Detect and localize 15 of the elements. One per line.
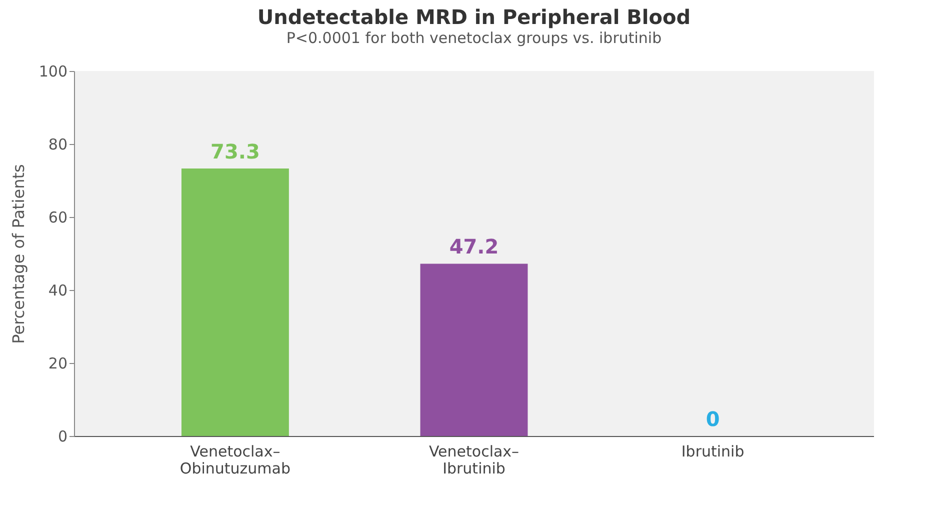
x-tick-label: Ibrutinib <box>681 442 744 460</box>
x-tick-label: Venetoclax–Ibrutinib <box>428 442 520 478</box>
data-label: 47.2 <box>449 234 499 259</box>
y-axis-title: Percentage of Patients <box>8 164 28 344</box>
y-tick-label: 60 <box>48 208 68 226</box>
chart-title: Undetectable MRD in Peripheral Blood <box>257 5 691 29</box>
data-label: 73.3 <box>210 139 260 164</box>
x-tick-label: Venetoclax–Obinutuzumab <box>180 442 290 478</box>
y-tick-label: 80 <box>48 136 68 154</box>
y-tick-label: 100 <box>38 62 68 80</box>
y-tick-label: 40 <box>48 282 68 300</box>
y-tick-label: 20 <box>48 354 68 372</box>
y-tick-label: 0 <box>58 428 68 446</box>
data-label: 0 <box>706 407 720 431</box>
chart-subtitle: P<0.0001 for both venetoclax groups vs. ibrutinib <box>286 29 662 47</box>
